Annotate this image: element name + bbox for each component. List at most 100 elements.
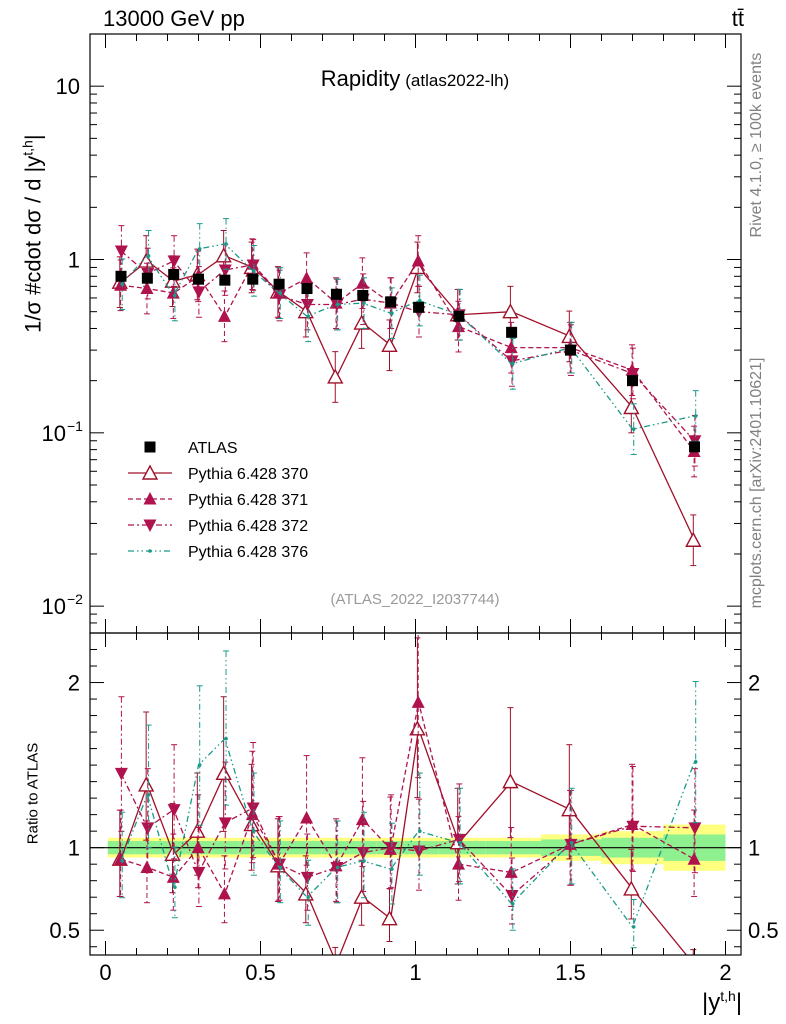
atlas-point <box>689 441 700 453</box>
legend-label: Pythia 6.428 372 <box>188 518 308 535</box>
pythia-370-main-point <box>353 314 370 330</box>
pythia-370-main-point <box>623 399 640 415</box>
pythia-370-main-point <box>297 303 314 319</box>
pythia-370-main-point <box>164 272 181 288</box>
x-tick-label: 0 <box>99 960 111 985</box>
pythia-370-ratio-point <box>686 958 700 971</box>
pythia-371-ratio-point <box>166 870 180 883</box>
atlas-point <box>141 272 153 284</box>
pythia-371-ratio-point <box>452 857 465 870</box>
pythia-372-ratio-point <box>300 871 314 885</box>
pythia-371-main-line <box>120 259 696 452</box>
pythia-376-ratio-point <box>569 840 574 845</box>
pythia-372-main-point <box>246 259 260 272</box>
pythia-370-main-point <box>561 327 578 344</box>
x-axis-title-end: | <box>735 989 743 1016</box>
pythia-372-ratio-point <box>167 804 181 817</box>
legend-label: Pythia 6.428 370 <box>188 466 308 483</box>
pythia-376-ratio-point <box>306 895 311 900</box>
pythia-371-ratio-point <box>411 695 425 708</box>
pythia-372-main-point <box>626 367 640 381</box>
ratio-y-tick-label: 2 <box>68 671 80 696</box>
pythia-376-ratio-point <box>120 859 124 863</box>
pythia-376-ratio-point <box>390 867 394 871</box>
main-y-tick-label: 10 <box>42 594 66 619</box>
pythia-372-main-point <box>218 264 232 277</box>
pythia-376-ratio-point <box>631 925 636 929</box>
pythia-376-ratio-point <box>173 885 177 890</box>
main-y-tick-label: 10 <box>56 74 80 99</box>
atlas-point <box>385 296 397 308</box>
pythia-371-ratio-point <box>300 810 314 824</box>
x-axis-title-sup: t,h <box>720 988 736 1004</box>
pythia-370-main-point <box>502 303 519 319</box>
pythia-370-ratio-point <box>561 801 578 817</box>
atlas-point <box>413 301 425 313</box>
ratio-y-tick-label-right: 2 <box>748 671 760 696</box>
pythia-370-main-point <box>381 336 398 352</box>
x-tick-label: 2 <box>719 960 731 985</box>
pythia-371-main-point <box>411 254 425 267</box>
x-tick-label: 1 <box>409 960 421 985</box>
pythia-372-ratio-point <box>356 847 370 860</box>
plot-title-sub: (atlas2022-lh) <box>405 71 509 90</box>
pythia-376-ratio-point <box>252 829 256 833</box>
x-axis-title-text: |y <box>702 989 721 1016</box>
pythia-371-ratio-point <box>687 852 701 865</box>
pythia-372-ratio-point <box>505 890 519 903</box>
pythia-372-ratio-point <box>114 767 128 781</box>
atlas-point <box>357 289 369 301</box>
pythia-376-ratio-point <box>224 736 228 741</box>
ratio-y-tick-label: 1 <box>68 836 80 861</box>
ratio-plot-area <box>90 633 741 971</box>
x-tick-label: 1.5 <box>555 960 586 985</box>
atlas-point <box>219 274 231 286</box>
pythia-371-main-point <box>217 309 231 322</box>
legend-label: Pythia 6.428 376 <box>188 544 308 561</box>
pythia-376-main-point <box>693 414 698 418</box>
pythia-376-main-point <box>631 427 636 431</box>
atlas-point <box>301 283 313 295</box>
pythia-371-ratio-point <box>245 807 259 821</box>
pythia-370-ratio-point <box>137 776 155 792</box>
main-y-tick-label: 10 <box>42 421 66 446</box>
legend-marker <box>141 464 159 480</box>
pythia-372-main-point <box>167 255 181 269</box>
pythia-371-ratio-point <box>355 812 369 826</box>
legend-label: ATLAS <box>188 440 238 457</box>
pythia-370-ratio-point <box>623 880 640 896</box>
pythia-372-ratio-point <box>412 845 426 858</box>
pythia-372-ratio-point <box>626 820 640 834</box>
pythia-376-main-point <box>197 247 202 251</box>
pythia-372-ratio-point <box>384 842 398 855</box>
x-tick-label: 0.5 <box>245 960 276 985</box>
pythia-370-main-point <box>137 252 155 268</box>
atlas-point <box>627 375 638 387</box>
pythia-372-ratio-point <box>192 866 206 880</box>
main-y-tick-label: 1 <box>68 248 80 273</box>
pythia-370-ratio-point <box>164 845 181 861</box>
pythia-370-main-point <box>215 247 232 263</box>
pythia-370-ratio-point <box>353 888 370 904</box>
pythia-376-ratio-point <box>146 793 151 797</box>
process-label: tt̄ <box>731 6 744 31</box>
pythia-376-main-point <box>390 311 394 315</box>
legend-marker <box>148 549 152 553</box>
pythia-370-ratio-point <box>381 910 398 926</box>
ratio-frame <box>89 632 742 956</box>
pythia-370-main-point <box>685 531 702 547</box>
pythia-376-main-point <box>173 293 177 298</box>
pythia-376-main-point <box>278 291 283 295</box>
pythia-376-main-point <box>306 314 311 319</box>
pythia-371-ratio-point <box>114 852 128 865</box>
pythia-376-ratio-point <box>693 760 698 764</box>
pythia-371-main-point <box>504 340 518 354</box>
pythia-370-ratio-point <box>297 885 314 901</box>
pythia-372-ratio-point <box>246 802 260 816</box>
pythia-376-ratio-point <box>418 829 422 833</box>
pythia-370-ratio-point <box>189 822 206 838</box>
pythia-370-ratio-point <box>409 720 426 736</box>
atlas-point <box>453 310 465 322</box>
pythia-370-main-point <box>327 368 344 384</box>
